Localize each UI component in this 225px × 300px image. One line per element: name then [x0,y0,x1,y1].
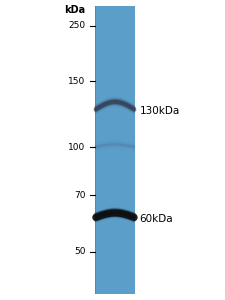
Bar [94,6,96,294]
Text: 250: 250 [68,21,86,30]
Text: 150: 150 [68,76,86,85]
Text: 70: 70 [74,190,86,200]
Text: 50: 50 [74,248,86,256]
Bar [94,6,135,294]
Text: 100: 100 [68,142,86,152]
Text: 60kDa: 60kDa [140,214,173,224]
Text: kDa: kDa [64,5,86,15]
Text: 130kDa: 130kDa [140,106,180,116]
